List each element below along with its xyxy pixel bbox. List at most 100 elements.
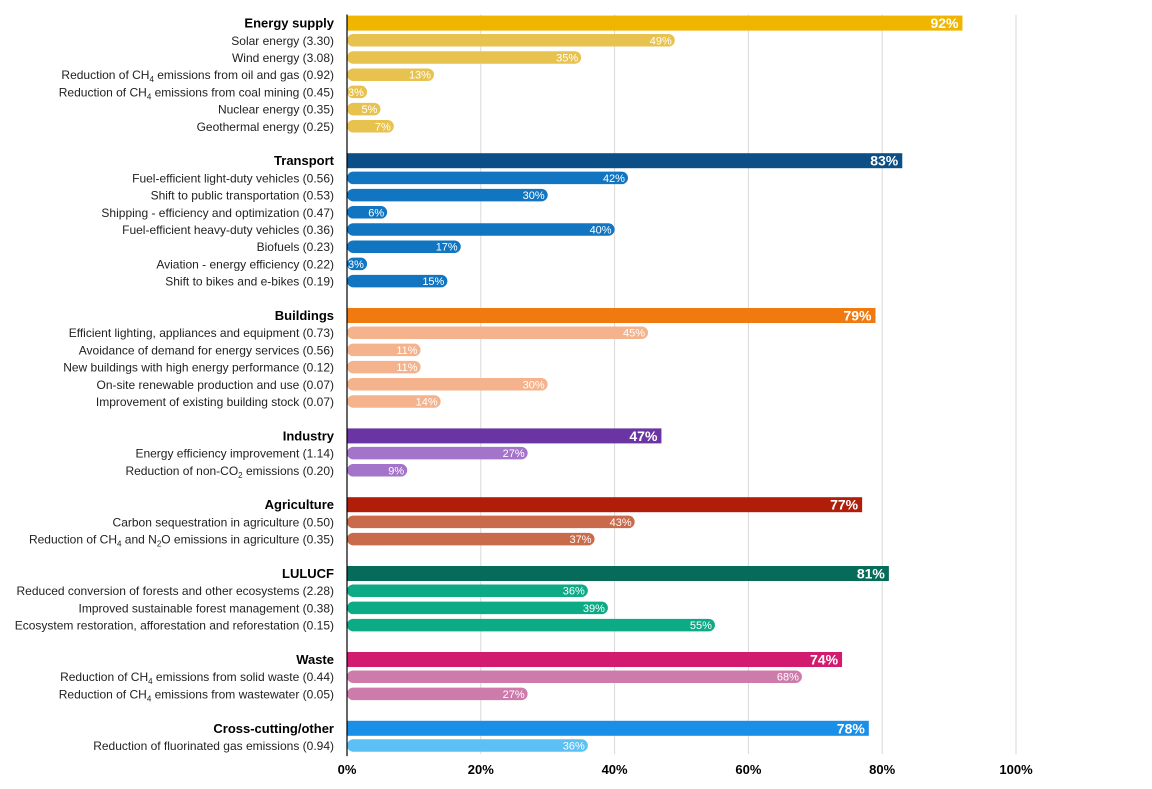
- item-bar: [347, 601, 608, 615]
- item-bar: [347, 85, 368, 99]
- bar-value-label: 11%: [396, 345, 417, 357]
- bar-value-label: 55%: [690, 620, 712, 632]
- item-bar: [347, 446, 528, 460]
- item-label: Reduced conversion of forests and other …: [17, 584, 335, 598]
- item-label: Carbon sequestration in agriculture (0.5…: [113, 515, 334, 529]
- group-bar: [347, 566, 889, 581]
- item-label: Reduction of fluorinated gas emissions (…: [93, 739, 334, 753]
- item-bar: [347, 584, 588, 597]
- item-bar: [347, 206, 388, 219]
- item-label: Wind energy (3.08): [232, 51, 334, 65]
- bar-value-label: 11%: [396, 362, 417, 374]
- item-bar: [347, 326, 649, 339]
- bar-value-label: 17%: [436, 242, 458, 254]
- x-tick-label: 40%: [602, 762, 628, 777]
- bar-value-label: 77%: [830, 497, 859, 513]
- item-label: On-site renewable production and use (0.…: [97, 378, 334, 392]
- item-label: Reduction of CH4 emissions from wastewat…: [59, 687, 334, 703]
- group-label: Agriculture: [265, 497, 334, 512]
- item-bar: [347, 240, 461, 253]
- bar-value-label: 49%: [650, 35, 672, 47]
- item-bar: [347, 274, 448, 288]
- item-bar: [347, 618, 715, 632]
- group-label: Buildings: [275, 308, 334, 323]
- bar-value-label: 30%: [523, 190, 545, 202]
- x-tick-label: 0%: [338, 762, 357, 777]
- item-label: Reduction of CH4 emissions from coal min…: [59, 85, 334, 101]
- group-bar: [347, 720, 869, 736]
- item-label: Ecosystem restoration, afforestation and…: [15, 619, 334, 633]
- bar-value-label: 40%: [590, 225, 612, 237]
- x-axis-ticks: 0% 20% 40% 60% 80% 100%: [338, 762, 1033, 777]
- item-bar: [347, 257, 368, 271]
- group-label: Waste: [296, 652, 334, 667]
- bar-value-label: 42%: [603, 173, 625, 185]
- bar-value-label: 3%: [348, 259, 364, 271]
- bar-value-label: 45%: [623, 328, 645, 340]
- bar-value-label: 3%: [348, 87, 364, 99]
- bar-value-label: 6%: [368, 207, 384, 219]
- item-label: Aviation - energy efficiency (0.22): [156, 257, 334, 271]
- category-labels: Energy supply Solar energy (3.30) Wind ene…: [15, 16, 335, 753]
- item-label: Improved sustainable forest management (…: [79, 601, 334, 615]
- item-label: Reduction of non-CO2 emissions (0.20): [125, 464, 334, 480]
- item-bar: [347, 188, 548, 202]
- group-bar: [347, 497, 863, 513]
- bar-value-label: 79%: [843, 308, 872, 324]
- bar-value-label: 47%: [629, 428, 658, 444]
- bar-value-label: 30%: [523, 379, 545, 391]
- bar-value-label: 37%: [569, 534, 591, 546]
- group-bar: [347, 428, 662, 444]
- x-tick-label: 60%: [735, 762, 761, 777]
- bar-value-label: 5%: [362, 104, 378, 116]
- item-bar: [347, 51, 582, 64]
- group-bar: [347, 308, 876, 323]
- item-bar: [347, 223, 615, 236]
- group-label: Cross-cutting/other: [213, 721, 334, 736]
- group-label: Industry: [283, 428, 335, 443]
- bar-value-label: 92%: [930, 15, 959, 31]
- bar-value-label: 14%: [416, 397, 438, 409]
- bars: 92% 49% 35% 13% 3% 5% 7% 83% 42% 30% 6% 40% 17% 3% 15%…: [347, 15, 963, 753]
- bar-value-label: 9%: [388, 465, 404, 477]
- x-tick-label: 80%: [869, 762, 895, 777]
- bar-value-label: 43%: [610, 517, 632, 529]
- item-label: Geothermal energy (0.25): [197, 120, 334, 134]
- item-bar: [347, 360, 421, 374]
- bar-value-label: 15%: [422, 276, 444, 288]
- item-bar: [347, 34, 675, 47]
- item-label: Reduction of CH4 emissions from oil and …: [61, 68, 334, 84]
- item-bar: [347, 464, 408, 477]
- item-label: Reduction of CH4 emissions from solid wa…: [60, 670, 334, 686]
- item-bar: [347, 532, 595, 546]
- item-label: Efficient lighting, appliances and equip…: [69, 326, 334, 340]
- group-bar: [347, 153, 903, 169]
- group-bar: [347, 652, 843, 667]
- gridlines: [480, 14, 1017, 755]
- item-label: Shift to public transportation (0.53): [151, 189, 334, 203]
- item-label: Fuel-efficient heavy-duty vehicles (0.36…: [122, 223, 334, 237]
- item-label: Energy efficiency improvement (1.14): [135, 447, 334, 461]
- item-bar: [347, 378, 548, 391]
- item-label: Nuclear energy (0.35): [218, 103, 334, 117]
- bar-value-label: 74%: [810, 652, 839, 668]
- item-bar: [347, 68, 434, 81]
- item-bar: [347, 120, 394, 133]
- group-bar: [347, 15, 963, 31]
- group-label: Transport: [274, 153, 335, 168]
- bar-value-label: 27%: [503, 448, 525, 460]
- bar-value-label: 39%: [583, 603, 605, 615]
- item-bar: [347, 515, 635, 529]
- group-label: LULUCF: [282, 566, 334, 581]
- bar-value-label: 36%: [563, 586, 585, 598]
- item-bar: [347, 395, 441, 408]
- bar-value-label: 13%: [409, 70, 431, 82]
- item-label: Biofuels (0.23): [257, 240, 334, 254]
- bar-value-label: 81%: [857, 566, 886, 582]
- bar-value-label: 27%: [503, 689, 525, 701]
- item-label: Shift to bikes and e-bikes (0.19): [165, 275, 334, 289]
- item-label: Reduction of CH4 and N2O emissions in ag…: [29, 533, 334, 549]
- bar-value-label: 36%: [563, 741, 585, 753]
- item-label: Solar energy (3.30): [231, 34, 334, 48]
